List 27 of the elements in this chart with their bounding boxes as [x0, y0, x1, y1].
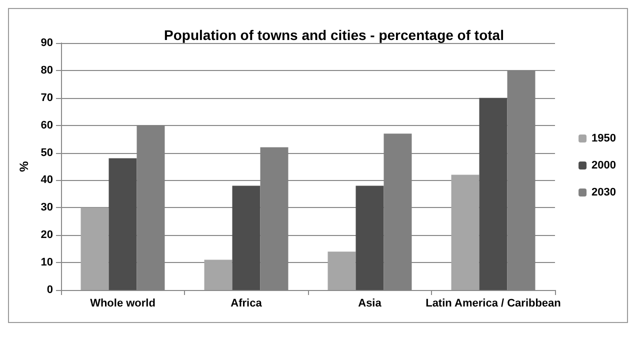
y-tick-label: 80 — [40, 64, 53, 76]
bar — [328, 252, 356, 290]
x-tick-label: Asia — [358, 298, 382, 310]
bar — [479, 98, 508, 290]
y-tick-label: 50 — [40, 146, 53, 159]
chart-title: Population of towns and cities - percentage of total — [164, 27, 504, 43]
y-tick-label: 0 — [46, 284, 53, 296]
y-axis-title: % — [16, 160, 31, 172]
legend-label: 2000 — [592, 160, 616, 172]
bar — [204, 260, 232, 290]
y-tick-label: 90 — [40, 37, 53, 49]
y-tick-label: 30 — [40, 202, 53, 214]
legend-label: 2030 — [592, 186, 616, 198]
bar — [356, 186, 384, 290]
x-tick-label: Africa — [230, 298, 263, 310]
x-tick-label: Latin America / Caribbean — [426, 298, 562, 310]
y-tick-label: 70 — [40, 92, 53, 104]
bar — [80, 208, 109, 290]
y-tick-label: 60 — [40, 119, 53, 132]
x-tick-label: Whole world — [90, 298, 156, 310]
y-tick-label: 20 — [40, 229, 53, 242]
y-tick-label: 40 — [40, 174, 53, 186]
y-tick-label: 10 — [40, 256, 53, 269]
bar — [232, 186, 260, 290]
bar — [451, 174, 480, 290]
bar — [108, 158, 137, 290]
legend-label: 1950 — [592, 132, 616, 144]
